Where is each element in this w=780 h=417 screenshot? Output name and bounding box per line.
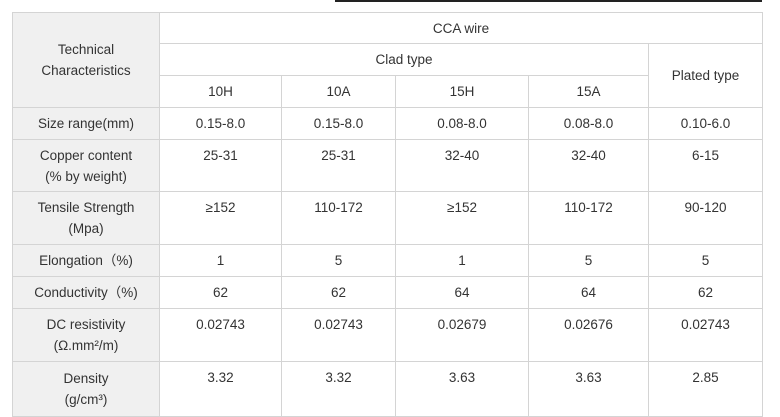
table-cell: 2.85 (647, 361, 764, 417)
column-header-10h: 10H (159, 75, 282, 108)
table-row-tensile-strength: Tensile Strength (Mpa) ≥152 110-172 ≥152… (12, 191, 764, 245)
table-cell: 0.08-8.0 (528, 107, 649, 140)
table-cell: 62 (281, 276, 396, 309)
cca-wire-spec-table: Technical Characteristics CCA wire Clad … (12, 12, 764, 417)
table-cell: 5 (647, 244, 764, 277)
table-cell: 62 (159, 276, 282, 309)
table-cell: 3.63 (528, 361, 649, 417)
table-cell: 32-40 (395, 139, 529, 192)
row-label: Copper content (% by weight) (12, 139, 160, 192)
column-header-10a: 10A (281, 75, 396, 108)
row-label: Conductivity（%) (12, 276, 160, 309)
table-cell: 5 (528, 244, 649, 277)
table-cell: 0.10-6.0 (647, 107, 764, 140)
table-cell: 0.15-8.0 (281, 107, 396, 140)
plated-type-header: Plated type (647, 43, 764, 108)
table-cell: 110-172 (528, 191, 649, 245)
table-cell: 3.63 (395, 361, 529, 417)
table-cell: 1 (395, 244, 529, 277)
table-row-density: Density (g/cm³) 3.32 3.32 3.63 3.63 2.85 (12, 361, 764, 417)
table-cell: 0.02743 (647, 308, 764, 362)
table-cell: 5 (281, 244, 396, 277)
row-label: DC resistivity (Ω.mm²/m) (12, 308, 160, 362)
table-cell: 0.08-8.0 (395, 107, 529, 140)
table-cell: 6-15 (647, 139, 764, 192)
table-cell: ≥152 (395, 191, 529, 245)
table-cell: 3.32 (281, 361, 396, 417)
table-cell: 32-40 (528, 139, 649, 192)
table-row-dc-resistivity: DC resistivity (Ω.mm²/m) 0.02743 0.02743… (12, 308, 764, 362)
column-header-15a: 15A (528, 75, 649, 108)
table-cell: 0.15-8.0 (159, 107, 282, 140)
table-cell: 1 (159, 244, 282, 277)
table-cell: 0.02679 (395, 308, 529, 362)
row-label: Elongation（%) (12, 244, 160, 277)
column-header-15h: 15H (395, 75, 529, 108)
row-label: Size range(mm) (12, 107, 160, 140)
table-cell: 0.02743 (281, 308, 396, 362)
table-cell: ≥152 (159, 191, 282, 245)
table-cell: 25-31 (281, 139, 396, 192)
table-cell: 62 (647, 276, 764, 309)
row-label: Tensile Strength (Mpa) (12, 191, 160, 245)
table-cell: 90-120 (647, 191, 764, 245)
table-row-conductivity: Conductivity（%) 62 62 64 64 62 (12, 276, 764, 309)
table-row-size-range: Size range(mm) 0.15-8.0 0.15-8.0 0.08-8.… (12, 107, 764, 140)
table-cell: 0.02676 (528, 308, 649, 362)
table-cell: 3.32 (159, 361, 282, 417)
top-border-line (335, 0, 762, 2)
table-row-copper-content: Copper content (% by weight) 25-31 25-31… (12, 139, 764, 192)
table-row-elongation: Elongation（%) 1 5 1 5 5 (12, 244, 764, 277)
technical-characteristics-header: Technical Characteristics (12, 12, 160, 108)
table-cell: 110-172 (281, 191, 396, 245)
table-cell: 0.02743 (159, 308, 282, 362)
table-cell: 64 (528, 276, 649, 309)
cca-wire-header: CCA wire (158, 12, 764, 44)
row-label: Density (g/cm³) (12, 361, 160, 417)
table-cell: 25-31 (159, 139, 282, 192)
clad-type-header: Clad type (159, 43, 649, 76)
table-cell: 64 (395, 276, 529, 309)
